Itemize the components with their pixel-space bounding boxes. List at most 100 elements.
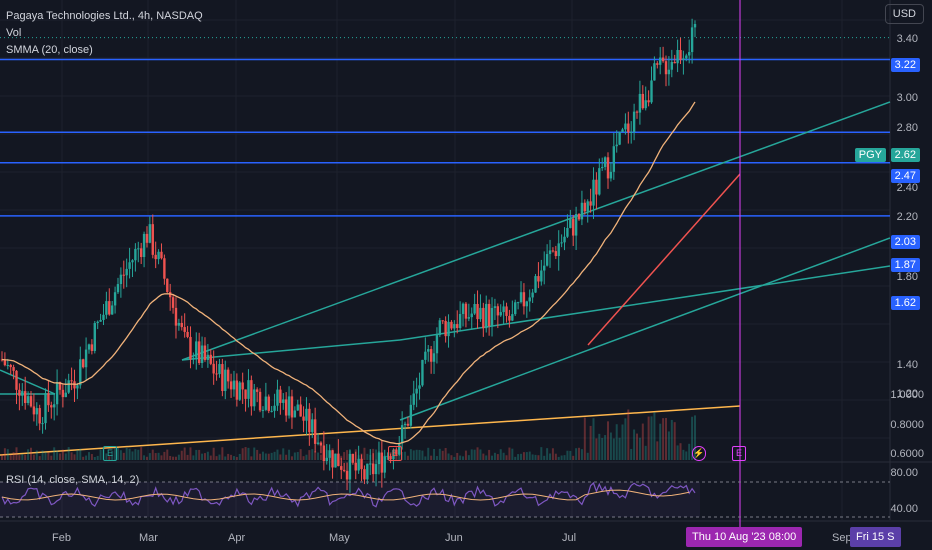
candle-body (160, 251, 163, 259)
volume-bar (293, 452, 296, 460)
candle-body (392, 449, 395, 460)
symbol-title[interactable]: Pagaya Technologies Ltd., 4h, NASDAQ (6, 10, 203, 22)
volume-bar (586, 452, 589, 460)
time-tick: Jun (445, 532, 463, 544)
volume-bar (247, 447, 250, 460)
volume-bar (224, 456, 227, 460)
volume-bar (172, 456, 175, 460)
volume-bar (665, 417, 668, 460)
volume-bar (569, 450, 572, 460)
level-tag[interactable]: 2.47 (890, 169, 920, 183)
volume-bar (195, 449, 198, 460)
candle-body (467, 317, 471, 319)
volume-bar (87, 452, 90, 460)
dividend-event-icon[interactable]: ⚡ (692, 446, 706, 461)
candle-body (313, 419, 317, 444)
candle-body (273, 405, 276, 411)
earnings-event-icon[interactable]: E (103, 446, 117, 461)
time-tick: May (329, 532, 350, 544)
candle-body (511, 314, 514, 321)
volume-bar (343, 452, 346, 460)
volume-bar (604, 435, 607, 460)
chart-legend: Pagaya Technologies Ltd., 4h, NASDAQ Vol… (6, 8, 203, 59)
volume-bar (38, 456, 41, 460)
volume-bar (90, 454, 93, 460)
candle-body (145, 233, 149, 243)
rsi-line (1, 481, 696, 508)
candle-body (64, 392, 67, 398)
volume-bar (230, 454, 233, 460)
volume-bar (514, 456, 517, 460)
candle-body (296, 404, 299, 411)
level-tag[interactable]: 2.03 (890, 235, 920, 249)
candle-body (90, 344, 94, 351)
volume-bar (401, 451, 404, 460)
vol-indicator-label[interactable]: Vol (6, 27, 22, 39)
candle-body (485, 303, 488, 329)
candle-body (105, 301, 108, 315)
rsi-indicator-label[interactable]: RSI (14, close, SMA, 14, 2) (6, 474, 140, 486)
candle-body (232, 380, 236, 390)
volume-bar (261, 451, 264, 460)
volume-bar (198, 449, 201, 460)
candle-body (435, 335, 439, 354)
volume-bar (154, 453, 157, 460)
candle-body (612, 146, 616, 172)
candle-body (592, 179, 595, 206)
candle-body (566, 227, 569, 237)
volume-bar (279, 454, 282, 460)
volume-bar (53, 447, 56, 460)
candle-body (673, 61, 676, 64)
level-tag[interactable]: 1.87 (890, 258, 920, 272)
price-tick: 1.0000 (890, 389, 924, 401)
smma-indicator-label[interactable]: SMMA (20, close) (6, 44, 93, 56)
candle-body (337, 453, 340, 467)
volume-bar (659, 423, 662, 460)
volume-bar (638, 437, 641, 460)
level-tag[interactable]: 1.62 (890, 296, 920, 310)
currency-button[interactable]: USD (884, 4, 924, 24)
candle-body (58, 381, 62, 390)
volume-bar (473, 449, 476, 460)
volume-bar (433, 448, 436, 460)
volume-bar (409, 449, 412, 460)
candle-body (395, 449, 398, 455)
volume-bar (85, 455, 88, 460)
price-tick: 2.40 (896, 182, 918, 194)
candle-body (108, 301, 111, 315)
volume-bar (270, 452, 273, 460)
volume-bar (662, 418, 665, 460)
candle-body (264, 396, 268, 410)
volume-bar (183, 447, 186, 460)
volume-bar (685, 451, 688, 460)
ticker-tag[interactable]: PGY (854, 148, 886, 162)
earnings-event-icon[interactable]: E (388, 446, 402, 461)
volume-bar (406, 455, 409, 460)
candle-body (163, 258, 166, 279)
volume-bar (267, 453, 270, 460)
candle-body (659, 57, 662, 65)
candle-body (531, 292, 534, 298)
candle-body (650, 80, 653, 103)
candle-body (603, 157, 607, 167)
volume-bar (627, 409, 630, 460)
volume-bar (363, 447, 366, 460)
volume-bar (227, 453, 230, 460)
volume-bar (299, 449, 302, 460)
volume-bar (549, 453, 552, 460)
last-price-tag[interactable]: 2.62 (890, 148, 920, 162)
earnings-event-icon[interactable]: E (732, 446, 746, 461)
candle-body (572, 218, 575, 236)
candle-body (218, 364, 221, 375)
volume-bar (212, 447, 215, 460)
level-tag[interactable]: 3.22 (890, 58, 920, 72)
candle-body (470, 313, 473, 318)
candle-body (528, 297, 531, 302)
candle-body (505, 306, 508, 316)
trendline-red (587, 173, 741, 346)
candle-body (23, 391, 27, 404)
volume-bar (256, 449, 259, 460)
candle-body (432, 353, 436, 362)
candle-body (418, 385, 421, 389)
